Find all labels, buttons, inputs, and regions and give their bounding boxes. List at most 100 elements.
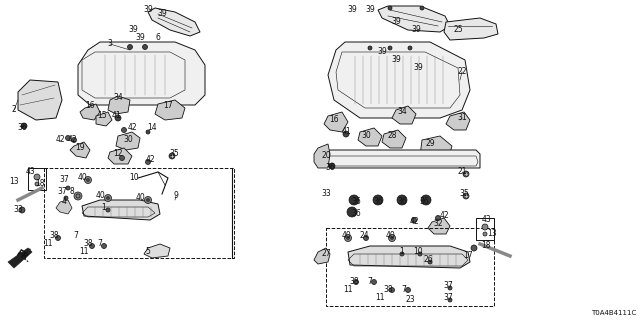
Text: 42: 42	[127, 124, 137, 132]
Circle shape	[86, 179, 90, 181]
Circle shape	[56, 236, 61, 241]
Bar	[28, 168, 46, 190]
Text: +: +	[463, 194, 468, 198]
Text: 7: 7	[74, 231, 79, 241]
Text: 11: 11	[79, 247, 89, 257]
Circle shape	[64, 196, 68, 200]
Circle shape	[471, 245, 477, 251]
Text: 39: 39	[157, 10, 167, 19]
Text: 36: 36	[325, 164, 335, 172]
Text: 39: 39	[143, 5, 153, 14]
Text: 35: 35	[169, 149, 179, 158]
Text: 8: 8	[70, 188, 74, 196]
Circle shape	[343, 131, 349, 137]
Text: 36: 36	[419, 197, 429, 206]
Circle shape	[104, 195, 111, 202]
Circle shape	[147, 198, 150, 202]
Circle shape	[74, 192, 82, 200]
Text: 38: 38	[349, 277, 359, 286]
Circle shape	[145, 196, 152, 204]
Text: 39: 39	[391, 55, 401, 65]
Polygon shape	[348, 246, 470, 268]
Text: 9: 9	[173, 191, 179, 201]
Text: 37: 37	[59, 175, 69, 185]
Text: 36: 36	[373, 197, 383, 206]
Text: 21: 21	[457, 167, 467, 177]
Polygon shape	[155, 100, 185, 120]
Circle shape	[344, 235, 351, 242]
Circle shape	[408, 46, 412, 50]
Circle shape	[483, 232, 487, 236]
Text: 24: 24	[359, 231, 369, 241]
Text: 39: 39	[365, 5, 375, 14]
Circle shape	[66, 186, 70, 190]
Bar	[326, 228, 494, 306]
Text: 33: 33	[13, 205, 23, 214]
Text: 19: 19	[75, 143, 85, 153]
Polygon shape	[70, 142, 90, 158]
Circle shape	[388, 46, 392, 50]
Text: 17: 17	[163, 101, 173, 110]
Text: 20: 20	[321, 151, 331, 161]
Text: 11: 11	[343, 285, 353, 294]
Circle shape	[448, 286, 452, 290]
Circle shape	[435, 215, 440, 220]
Text: 42: 42	[409, 218, 419, 227]
Text: 43: 43	[481, 215, 491, 225]
Circle shape	[122, 127, 127, 132]
Polygon shape	[18, 80, 62, 120]
Circle shape	[390, 287, 394, 292]
Text: 2: 2	[12, 106, 17, 115]
Text: 35: 35	[459, 189, 469, 198]
Text: 34: 34	[113, 92, 123, 101]
Circle shape	[35, 182, 39, 186]
Circle shape	[388, 235, 396, 242]
Text: 37: 37	[443, 293, 453, 302]
Text: 31: 31	[457, 114, 467, 123]
Polygon shape	[78, 42, 205, 105]
Polygon shape	[358, 128, 382, 146]
Circle shape	[346, 236, 349, 239]
Polygon shape	[382, 130, 406, 148]
Text: 28: 28	[387, 132, 397, 140]
Circle shape	[373, 195, 383, 205]
Bar	[44, 168, 234, 258]
Circle shape	[463, 171, 469, 177]
Text: 33: 33	[321, 189, 331, 198]
Circle shape	[349, 195, 359, 205]
Text: 37: 37	[443, 282, 453, 291]
Circle shape	[127, 44, 132, 50]
Text: 3: 3	[108, 39, 113, 49]
Circle shape	[400, 252, 404, 256]
Polygon shape	[80, 104, 100, 120]
Text: 6: 6	[156, 34, 161, 43]
Text: 22: 22	[457, 68, 467, 76]
Polygon shape	[392, 106, 416, 124]
Text: 1: 1	[102, 204, 106, 212]
Circle shape	[106, 196, 109, 199]
Circle shape	[388, 6, 392, 10]
Polygon shape	[328, 42, 470, 118]
Polygon shape	[82, 200, 160, 220]
Circle shape	[390, 236, 394, 239]
Text: 1: 1	[399, 247, 404, 257]
Text: +: +	[463, 172, 468, 177]
Text: 39: 39	[128, 26, 138, 35]
Text: FR.: FR.	[14, 248, 32, 264]
Text: T0A4B4111C: T0A4B4111C	[591, 310, 636, 316]
Text: 26: 26	[423, 255, 433, 265]
Text: 29: 29	[425, 140, 435, 148]
Polygon shape	[108, 96, 130, 114]
Text: 17: 17	[463, 252, 473, 260]
Text: 25: 25	[453, 26, 463, 35]
Text: 39: 39	[135, 34, 145, 43]
Text: 38: 38	[83, 239, 93, 249]
Circle shape	[420, 6, 424, 10]
Polygon shape	[324, 112, 348, 132]
Text: 41: 41	[341, 127, 351, 137]
Circle shape	[146, 130, 150, 134]
Polygon shape	[314, 248, 330, 264]
Circle shape	[397, 195, 407, 205]
Text: 11: 11	[44, 239, 52, 249]
Polygon shape	[108, 148, 132, 164]
